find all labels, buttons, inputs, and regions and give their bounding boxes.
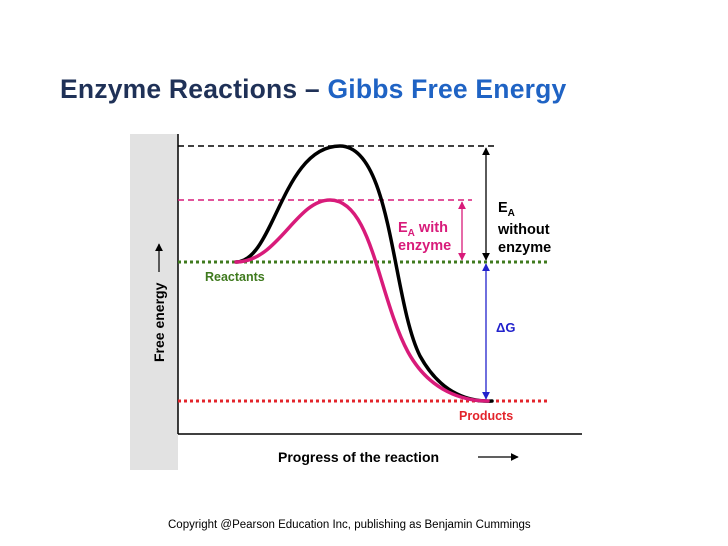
- x-axis-label: Progress of the reaction: [278, 449, 439, 465]
- y-axis-label: Free energy: [151, 282, 167, 362]
- label-delta-g: ΔG: [496, 320, 515, 335]
- title-part-enzyme-reactions: Enzyme Reactions –: [60, 74, 328, 104]
- label-ea-with-enzyme: EA with: [398, 220, 448, 239]
- label-ea-without-enzyme: EA: [498, 200, 515, 219]
- curve-with-enzyme: [234, 198, 490, 403]
- label-reactants: Reactants: [205, 270, 265, 284]
- label-products: Products: [459, 409, 513, 423]
- label-ea-with-enzyme-line2: enzyme: [398, 238, 451, 254]
- plot-shadow: [130, 134, 178, 470]
- title-part-gibbs-free-energy: Gibbs Free Energy: [327, 74, 567, 104]
- copyright-notice: Copyright @Pearson Education Inc, publis…: [168, 519, 531, 531]
- label-ea-without-enzyme-line2: without: [497, 222, 550, 238]
- slide-title: Enzyme Reactions – Gibbs Free Energy: [60, 74, 566, 105]
- label-ea-without-enzyme-line3: enzyme: [498, 240, 551, 256]
- curve-without-enzyme: [234, 144, 494, 403]
